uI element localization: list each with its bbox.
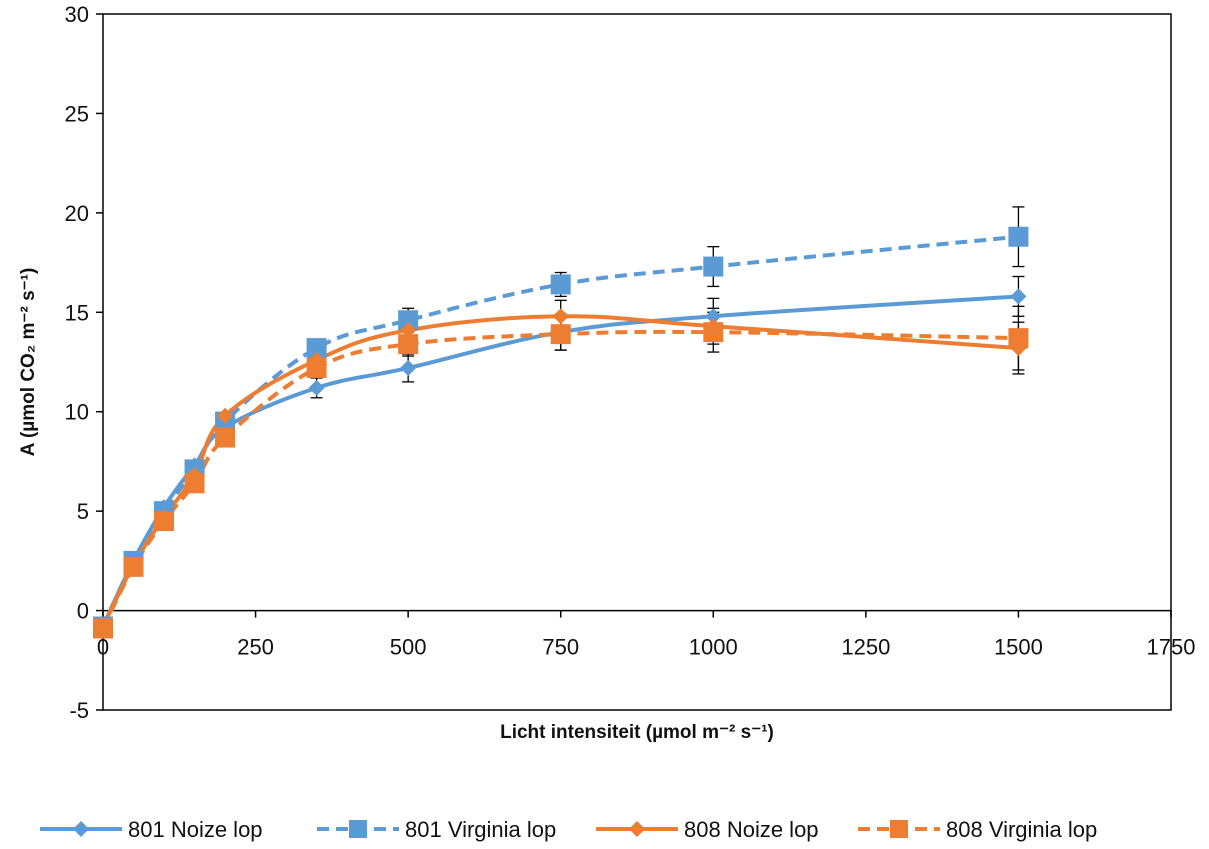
legend-marker-801-virginia-lop bbox=[349, 820, 367, 838]
tick-labels: -5 0 5 10 15 20 25 30 0 250 500 750 1000 1250 1500 1750 bbox=[65, 2, 1196, 723]
plot-frame bbox=[102, 13, 1172, 711]
legend-label-801-noize-lop: 801 Noize lop bbox=[128, 817, 263, 842]
y-tick-label: 25 bbox=[65, 101, 89, 126]
data-point-808-noize-lop bbox=[217, 407, 234, 424]
y-tick-label: 10 bbox=[65, 400, 89, 425]
x-tick-label: 750 bbox=[542, 635, 579, 660]
data-point-801-noize-lop bbox=[705, 308, 722, 325]
axes bbox=[96, 13, 1172, 711]
x-tick-label: 1500 bbox=[994, 635, 1043, 660]
data-point-808-virginia-lop bbox=[306, 357, 327, 378]
y-tick-label: 15 bbox=[65, 300, 89, 325]
data-point-808-virginia-lop bbox=[93, 618, 113, 639]
y-tick-label: 5 bbox=[77, 499, 89, 524]
data-point-808-virginia-lop bbox=[398, 334, 419, 355]
legend-item-808-noize-lop: 808 Noize lop bbox=[596, 817, 819, 842]
data-point-801-virginia-lop bbox=[703, 256, 724, 277]
legend-label-801-virginia-lop: 801 Virginia lop bbox=[405, 817, 556, 842]
y-axis-title: A (µmol CO₂ m⁻² s⁻¹) bbox=[18, 268, 39, 457]
legend-marker-801-noize-lop bbox=[73, 821, 89, 837]
data-point-808-virginia-lop bbox=[550, 324, 571, 345]
legend-label-808-virginia-lop: 808 Virginia lop bbox=[946, 817, 1097, 842]
data-point-801-noize-lop bbox=[308, 379, 325, 396]
data-point-801-noize-lop bbox=[1010, 288, 1027, 305]
x-tick-label: 500 bbox=[390, 635, 427, 660]
x-axis-title: Licht intensiteit (µmol m⁻² s⁻¹) bbox=[500, 722, 774, 743]
x-tick-label: 0 bbox=[97, 635, 109, 660]
legend-label-808-noize-lop: 808 Noize lop bbox=[684, 817, 819, 842]
series-markers bbox=[93, 226, 1029, 639]
legend-item-801-virginia-lop: 801 Virginia lop bbox=[317, 817, 556, 842]
data-point-801-virginia-lop bbox=[398, 310, 419, 331]
data-point-808-virginia-lop bbox=[184, 473, 205, 494]
legend: 801 Noize lop 801 Virginia lop 808 Noize l… bbox=[40, 817, 1097, 842]
legend-marker-808-noize-lop bbox=[629, 821, 645, 837]
y-axis-title-text: A (µmol CO₂ m⁻² s⁻¹) bbox=[18, 268, 39, 457]
legend-item-801-noize-lop: 801 Noize lop bbox=[40, 817, 263, 842]
data-point-801-noize-lop bbox=[400, 359, 417, 376]
x-tick-label: 1750 bbox=[1147, 635, 1196, 660]
series-line-808-noize-lop bbox=[101, 314, 1019, 628]
y-tick-label: 30 bbox=[65, 2, 89, 27]
x-tick-label: 1250 bbox=[841, 635, 890, 660]
data-point-808-virginia-lop bbox=[703, 322, 724, 343]
data-point-808-virginia-lop bbox=[1008, 328, 1029, 349]
y-tick-label: 0 bbox=[77, 599, 89, 624]
x-tick-label: 250 bbox=[237, 635, 274, 660]
data-point-808-noize-lop bbox=[552, 308, 569, 325]
data-point-801-virginia-lop bbox=[306, 338, 327, 359]
legend-item-808-virginia-lop: 808 Virginia lop bbox=[858, 817, 1097, 842]
legend-marker-808-virginia-lop bbox=[890, 820, 908, 838]
data-point-801-virginia-lop bbox=[550, 274, 571, 295]
x-axis-title-text: Licht intensiteit (µmol m⁻² s⁻¹) bbox=[500, 722, 774, 743]
data-point-808-virginia-lop bbox=[215, 427, 236, 448]
data-point-808-virginia-lop bbox=[123, 556, 144, 577]
y-tick-label: 20 bbox=[65, 201, 89, 226]
data-point-801-virginia-lop bbox=[1008, 226, 1029, 247]
data-point-808-virginia-lop bbox=[154, 511, 175, 532]
x-tick-label: 1000 bbox=[689, 635, 738, 660]
y-tick-label: -5 bbox=[69, 698, 89, 723]
series-line-808-virginia-lop bbox=[101, 329, 1019, 630]
